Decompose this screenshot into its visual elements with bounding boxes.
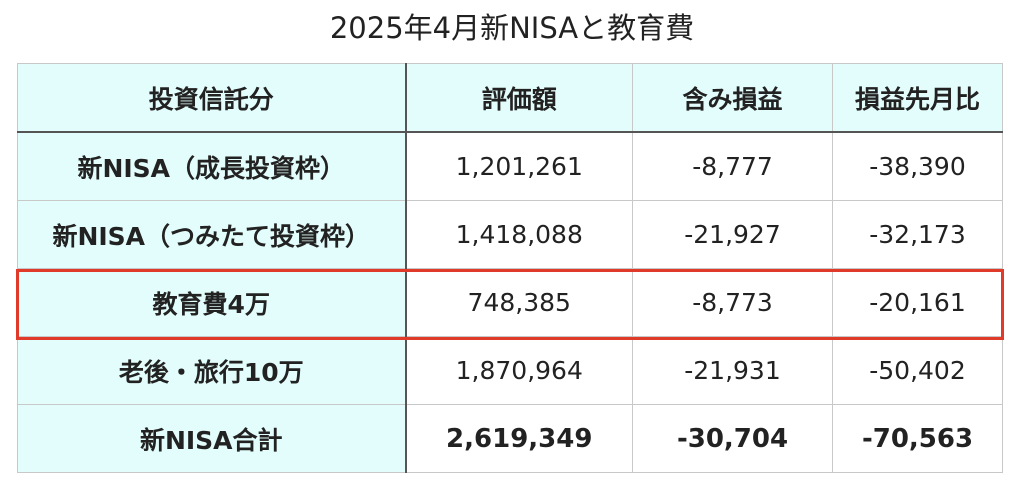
header-valuation: 評価額 <box>405 63 633 133</box>
cell-valuation: 1,870,964 <box>405 336 633 405</box>
header-monthly-change: 損益先月比 <box>832 63 1003 133</box>
cell-unrealized-gain: -30,704 <box>632 404 833 473</box>
table-row-highlighted: 教育費4万 748,385 -8,773 -20,161 <box>17 268 1003 337</box>
cell-unrealized-gain: -8,773 <box>632 268 833 337</box>
cell-valuation: 1,418,088 <box>405 200 633 269</box>
row-label: 老後・旅行10万 <box>17 336 407 405</box>
row-label: 新NISA（成長投資枠） <box>17 131 407 201</box>
row-label: 新NISA（つみたて投資枠） <box>17 200 407 269</box>
table-row-total: 新NISA合計 2,619,349 -30,704 -70,563 <box>17 404 1003 473</box>
page-title: 2025年4月新NISAと教育費 <box>329 11 695 45</box>
cell-valuation: 748,385 <box>405 268 633 337</box>
cell-monthly-change: -50,402 <box>832 336 1003 405</box>
table-header-row: 投資信託分 評価額 含み損益 損益先月比 <box>17 63 1003 133</box>
cell-monthly-change: -38,390 <box>832 131 1003 201</box>
cell-valuation: 1,201,261 <box>405 131 633 201</box>
cell-monthly-change: -70,563 <box>832 404 1003 473</box>
cell-monthly-change: -20,161 <box>832 268 1003 337</box>
cell-valuation: 2,619,349 <box>405 404 633 473</box>
investment-table: 投資信託分 評価額 含み損益 損益先月比 新NISA（成長投資枠） 1,201,… <box>17 63 1003 473</box>
cell-unrealized-gain: -21,931 <box>632 336 833 405</box>
table-row: 老後・旅行10万 1,870,964 -21,931 -50,402 <box>17 336 1003 405</box>
header-unrealized-gain: 含み損益 <box>632 63 833 133</box>
header-fund-type: 投資信託分 <box>17 63 407 133</box>
cell-monthly-change: -32,173 <box>832 200 1003 269</box>
cell-unrealized-gain: -21,927 <box>632 200 833 269</box>
row-label: 教育費4万 <box>17 268 407 337</box>
cell-unrealized-gain: -8,777 <box>632 131 833 201</box>
table-row: 新NISA（成長投資枠） 1,201,261 -8,777 -38,390 <box>17 131 1003 201</box>
table-row: 新NISA（つみたて投資枠） 1,418,088 -21,927 -32,173 <box>17 200 1003 269</box>
row-label: 新NISA合計 <box>17 404 407 473</box>
